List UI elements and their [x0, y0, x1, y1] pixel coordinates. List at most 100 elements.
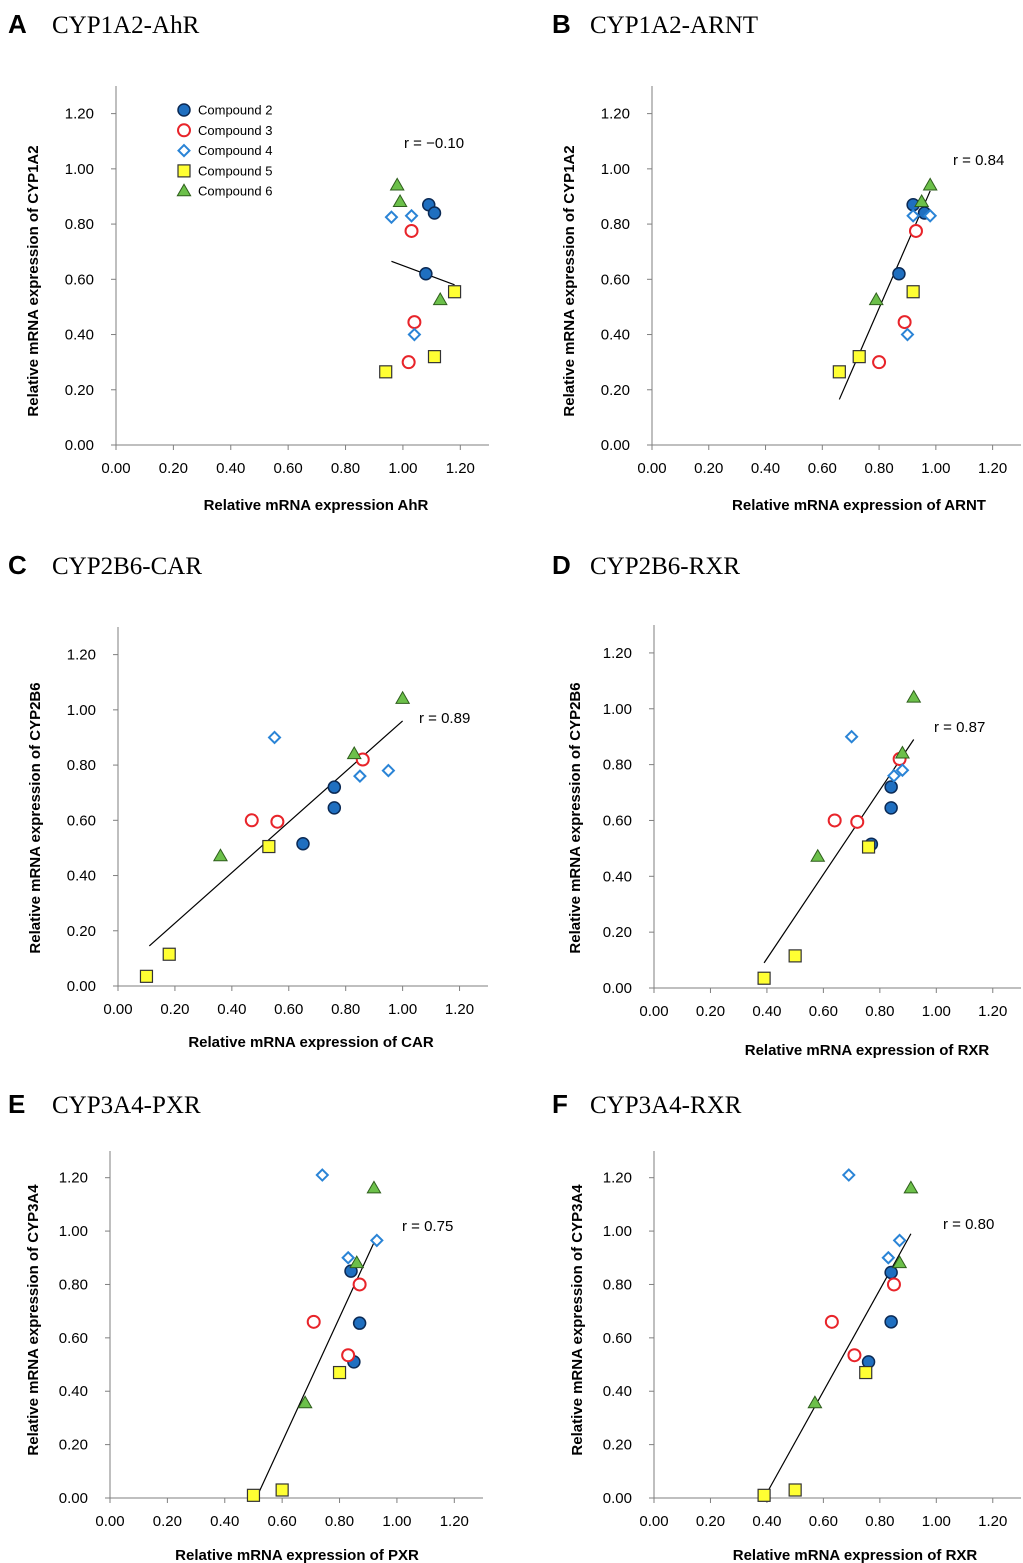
data-point-compound-4 — [353, 769, 367, 784]
y-tick-label: 0.60 — [603, 812, 632, 829]
x-tick-label: 0.60 — [809, 1003, 838, 1020]
correlation-label: r = 0.87 — [934, 719, 985, 736]
panel-title: CYP2B6-RXR — [590, 553, 740, 580]
x-tick-label: 0.60 — [268, 1513, 297, 1530]
data-point-compound-4 — [892, 1233, 907, 1248]
panel-f: F CYP3A4-RXR 0.00 0.00 0.20 0.20 0.40 0.40 0.60 0… — [552, 1089, 1021, 1563]
data-point-compound-3 — [886, 1277, 901, 1292]
data-point-compound-5 — [246, 1488, 261, 1502]
data-point-compound-2 — [327, 801, 342, 815]
x-tick-label: 1.00 — [921, 460, 950, 477]
y-axis-label: Relative mRNA expression of CYP2B6 — [27, 682, 44, 953]
data-point-compound-4 — [381, 763, 396, 778]
data-point-compound-4 — [923, 208, 938, 223]
x-axis-label: Relative mRNA expression AhR — [204, 497, 429, 514]
legend-label: Compound 6 — [198, 184, 272, 199]
y-tick-label: 0.20 — [59, 1437, 88, 1454]
y-tick-label: 1.00 — [65, 161, 94, 178]
data-point-compound-2 — [892, 267, 906, 281]
x-axis-label: Relative mRNA expression of CAR — [188, 1034, 434, 1051]
y-tick-label: 0.20 — [65, 382, 94, 399]
y-tick-label: 1.20 — [603, 645, 632, 662]
x-tick-label: 1.20 — [445, 1001, 474, 1018]
data-point-compound-2 — [884, 1315, 898, 1329]
x-tick-label: 1.00 — [922, 1513, 951, 1530]
panel-title: CYP2B6-CAR — [52, 553, 202, 580]
data-point-compound-5 — [757, 1488, 771, 1502]
trendline — [763, 1233, 912, 1499]
y-axis-label: Relative mRNA expression of CYP2B6 — [567, 682, 584, 953]
legend-marker-compound-2 — [177, 103, 191, 117]
x-tick-label: 0.00 — [639, 1513, 668, 1530]
data-point-compound-4 — [341, 1250, 356, 1265]
x-tick-label: 1.20 — [446, 460, 475, 477]
x-axis-label: Relative mRNA expression of RXR — [745, 1042, 990, 1059]
x-tick-label: 0.60 — [274, 1001, 303, 1018]
x-tick-label: 0.60 — [808, 460, 837, 477]
y-tick-label: 1.20 — [65, 106, 94, 123]
data-point-compound-3 — [850, 814, 865, 829]
data-point-compound-4 — [407, 327, 422, 342]
data-point-compound-6 — [212, 848, 228, 862]
y-tick-label: 0.80 — [601, 216, 630, 233]
data-point-compound-5 — [788, 1483, 802, 1497]
y-tick-label: 0.40 — [603, 868, 632, 885]
y-tick-label: 0.60 — [603, 1330, 632, 1347]
x-tick-label: 0.40 — [216, 460, 245, 477]
y-tick-label: 0.80 — [67, 757, 96, 774]
data-point-compound-6 — [366, 1180, 382, 1194]
data-point-compound-3 — [407, 315, 422, 330]
data-point-compound-4 — [906, 208, 921, 223]
data-point-compound-3 — [306, 1314, 321, 1329]
x-tick-label: 0.80 — [331, 460, 360, 477]
data-point-compound-4 — [887, 768, 901, 783]
legend-label: Compound 3 — [198, 123, 272, 138]
panel-d: D CYP2B6-RXR 0.00 0.00 0.20 0.20 0.40 0.40 0.60 0… — [552, 550, 1021, 1059]
data-point-compound-6 — [807, 1395, 823, 1409]
x-tick-label: 0.20 — [696, 1003, 725, 1020]
y-axis-label: Relative mRNA expression of CYP3A4 — [25, 1184, 42, 1456]
y-tick-label: 0.20 — [67, 923, 96, 940]
panel-letter: D — [552, 550, 571, 580]
x-tick-label: 1.00 — [382, 1513, 411, 1530]
y-tick-label: 0.60 — [67, 812, 96, 829]
data-point-compound-3 — [270, 814, 285, 829]
y-tick-label: 0.40 — [603, 1383, 632, 1400]
x-tick-label: 0.60 — [274, 460, 303, 477]
y-tick-label: 0.80 — [59, 1276, 88, 1293]
y-axis-label: Relative mRNA expression of CYP3A4 — [569, 1184, 586, 1456]
data-point-compound-5 — [852, 350, 866, 364]
legend-marker-compound-4 — [177, 143, 191, 158]
y-tick-label: 1.00 — [67, 702, 96, 719]
x-tick-label: 0.80 — [325, 1513, 354, 1530]
legend-label: Compound 5 — [198, 163, 272, 178]
data-point-compound-5 — [447, 285, 462, 299]
data-point-compound-3 — [401, 355, 416, 370]
y-tick-label: 0.40 — [59, 1383, 88, 1400]
panel-letter: A — [8, 9, 27, 39]
data-point-compound-4 — [369, 1233, 384, 1248]
x-tick-label: 1.00 — [388, 460, 417, 477]
trendline — [255, 1236, 378, 1499]
y-tick-label: 0.00 — [603, 980, 632, 997]
y-tick-label: 0.20 — [603, 924, 632, 941]
correlation-label: r = 0.84 — [953, 152, 1004, 169]
correlation-label: r = 0.89 — [419, 710, 470, 727]
data-point-compound-5 — [262, 839, 276, 854]
data-point-compound-2 — [427, 206, 442, 220]
x-tick-label: 0.20 — [160, 1001, 189, 1018]
legend-marker-compound-3 — [177, 123, 191, 138]
data-point-compound-4 — [881, 1250, 896, 1265]
data-point-compound-4 — [384, 210, 399, 225]
legend-marker-compound-6 — [176, 183, 192, 197]
data-point-compound-5 — [832, 365, 846, 379]
data-point-compound-5 — [788, 949, 802, 963]
data-point-compound-5 — [757, 971, 771, 985]
data-point-compound-3 — [847, 1348, 862, 1363]
data-point-compound-6 — [906, 689, 922, 703]
y-tick-label: 0.40 — [67, 868, 96, 885]
data-point-compound-5 — [332, 1365, 347, 1380]
data-point-compound-4 — [315, 1168, 330, 1182]
data-point-compound-2 — [884, 780, 898, 794]
data-point-compound-2 — [296, 837, 310, 851]
